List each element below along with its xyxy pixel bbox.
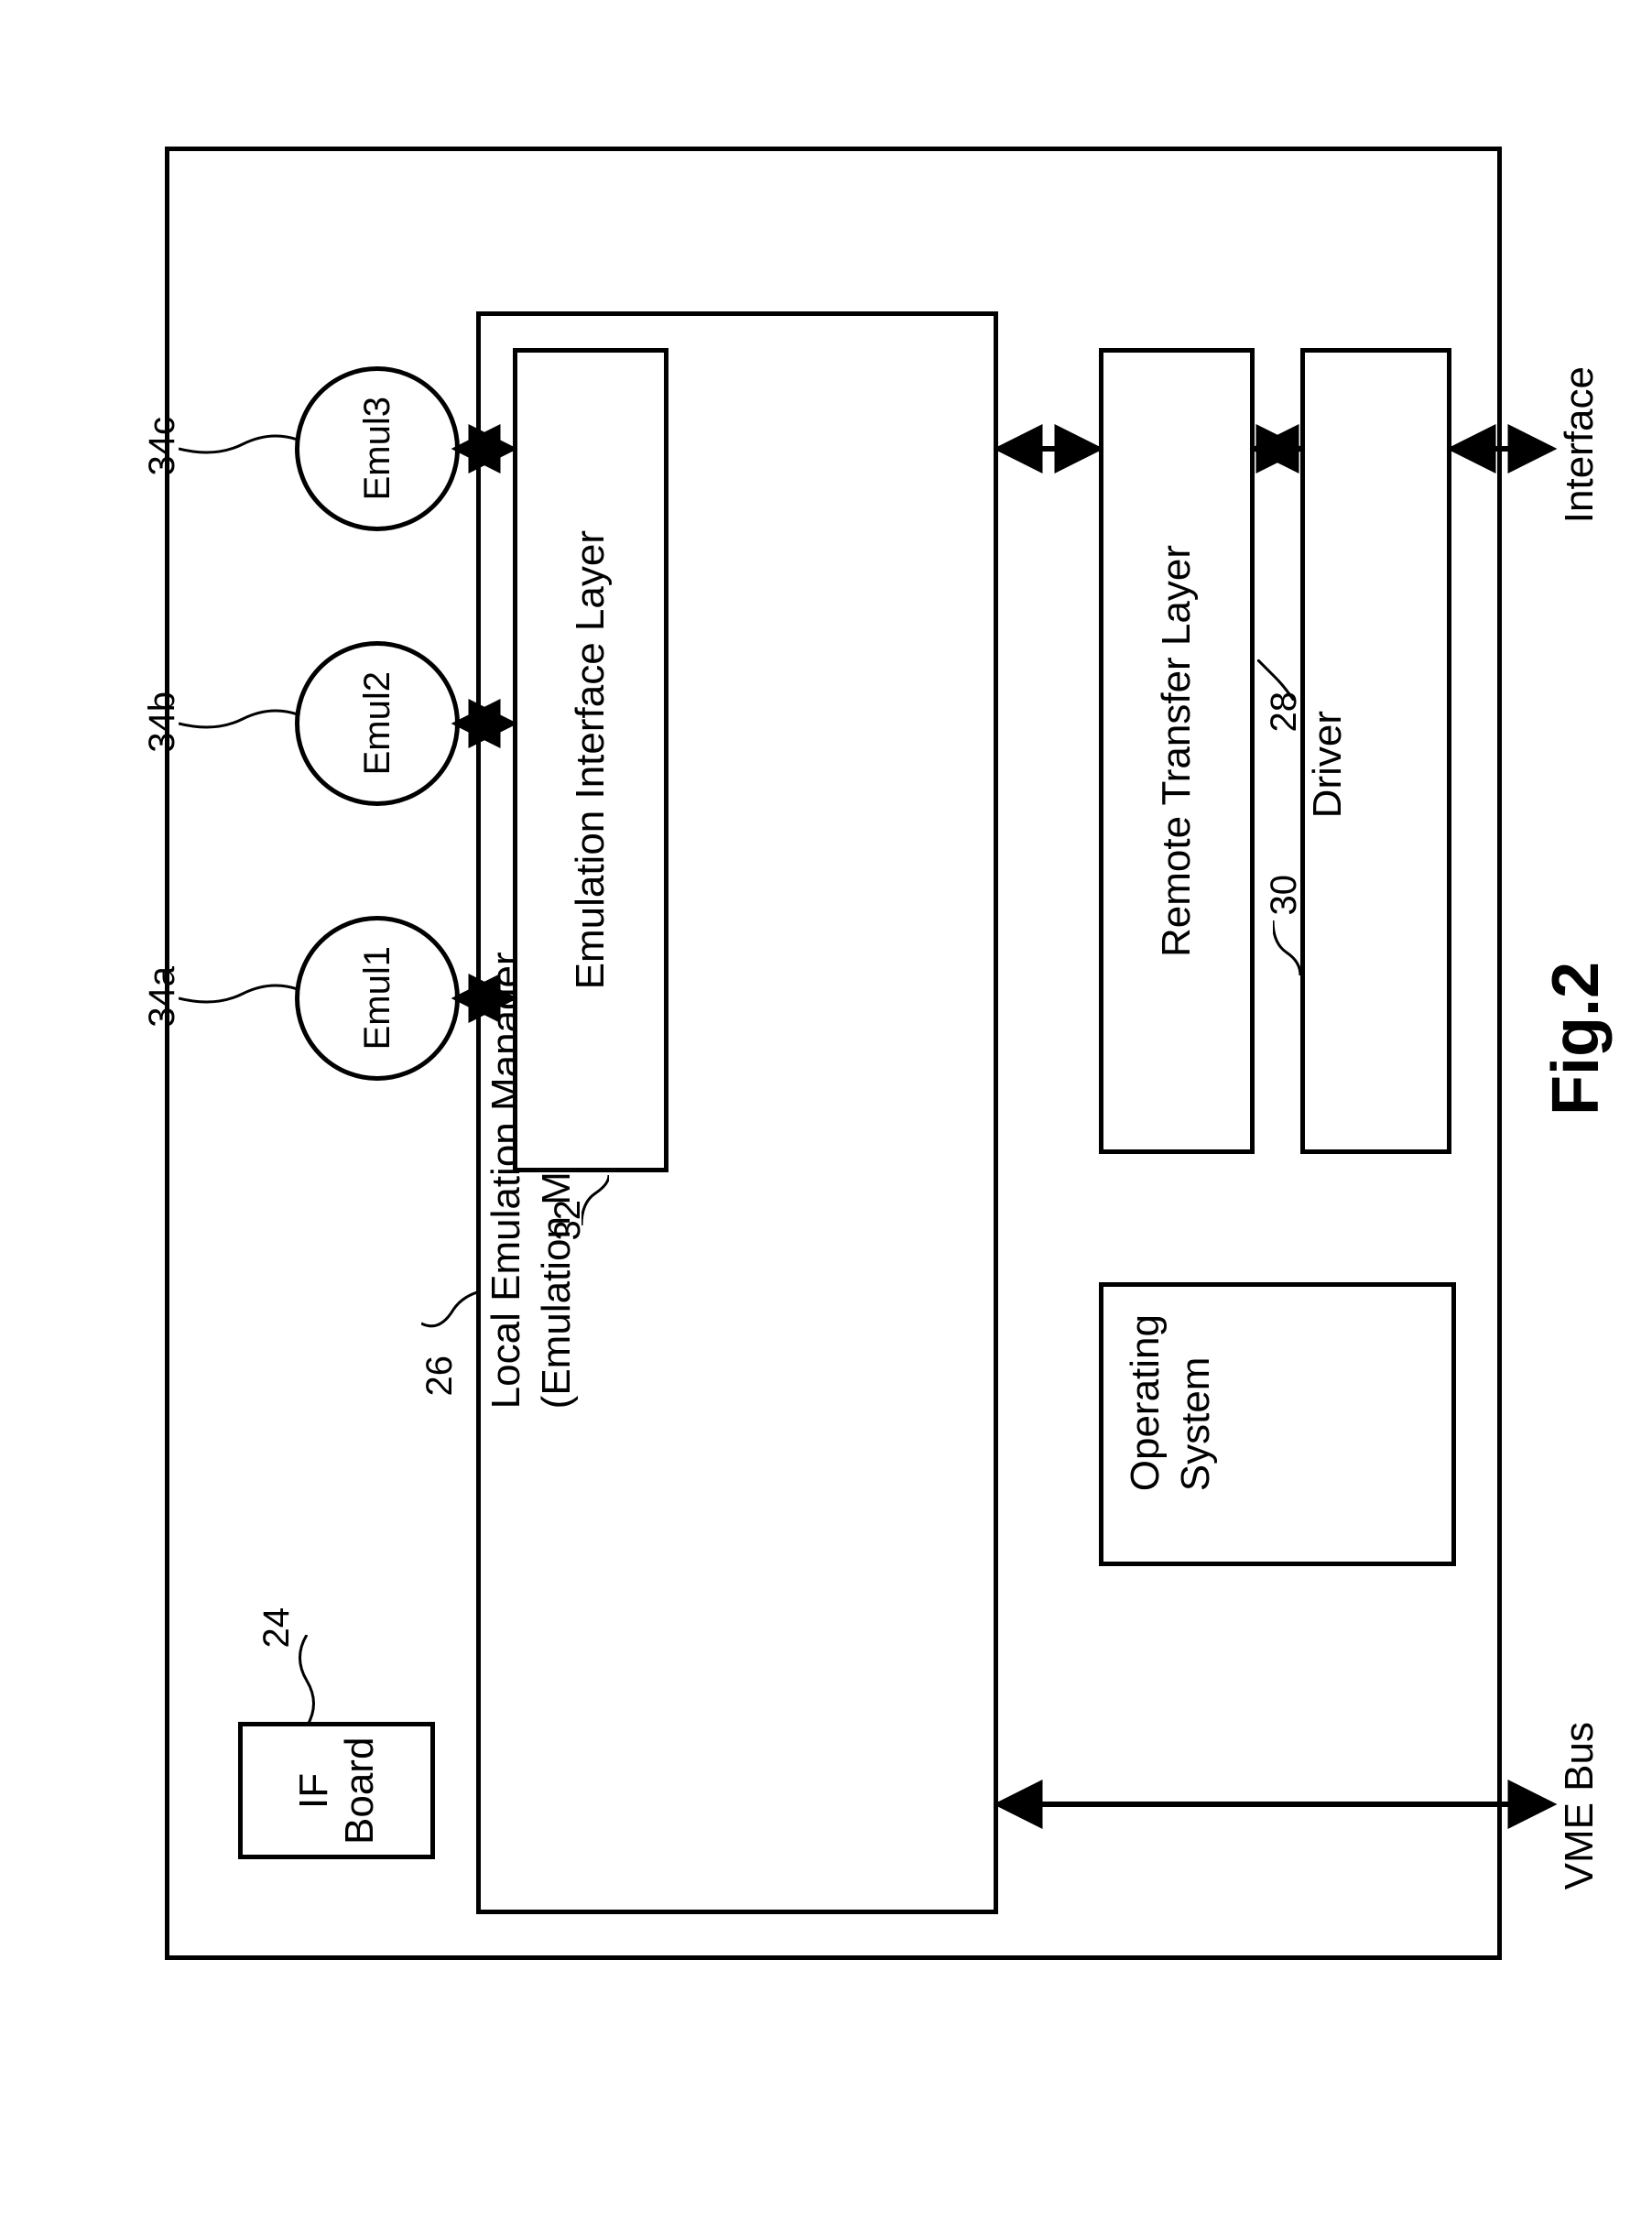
vme-bus-label: VME Bus (1557, 1722, 1603, 1889)
figure-label: Fig.2 (1538, 962, 1614, 1116)
arrows-svg (0, 0, 1652, 2221)
diagram-canvas: IF Board 24 Local Emulation Manager (Emu… (0, 0, 1652, 2221)
interface-label: Interface (1557, 366, 1603, 523)
